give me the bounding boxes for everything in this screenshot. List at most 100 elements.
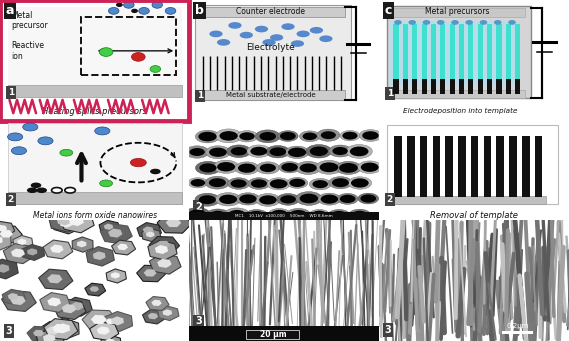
Circle shape <box>236 131 258 142</box>
Circle shape <box>11 147 27 155</box>
Circle shape <box>270 179 287 189</box>
Circle shape <box>394 20 402 25</box>
Text: 2: 2 <box>386 195 393 204</box>
Text: Removal of template: Removal of template <box>430 210 518 220</box>
Circle shape <box>239 194 257 204</box>
Ellipse shape <box>240 32 253 39</box>
Bar <box>7 123 182 204</box>
Circle shape <box>351 178 369 188</box>
Bar <box>450 24 455 79</box>
Circle shape <box>7 133 23 141</box>
Circle shape <box>320 162 339 172</box>
Bar <box>535 136 542 197</box>
Circle shape <box>248 178 270 189</box>
Ellipse shape <box>319 35 332 42</box>
Bar <box>394 136 402 197</box>
Circle shape <box>317 129 340 141</box>
Circle shape <box>303 133 317 140</box>
Bar <box>446 136 453 197</box>
Text: 1: 1 <box>7 88 14 97</box>
Ellipse shape <box>228 22 242 29</box>
Bar <box>386 6 531 98</box>
Text: Metal
precursor: Metal precursor <box>11 11 48 30</box>
Circle shape <box>329 177 352 189</box>
Circle shape <box>437 20 444 25</box>
Circle shape <box>271 210 288 219</box>
Text: Metal ions form oxide nanowires: Metal ions form oxide nanowires <box>32 210 157 220</box>
Bar <box>420 136 427 197</box>
Circle shape <box>195 130 220 143</box>
Text: MC1    10.1kV  x100,000    500nm    WD 8.6mm: MC1 10.1kV x100,000 500nm WD 8.6mm <box>236 214 333 218</box>
Circle shape <box>299 131 320 142</box>
Bar <box>487 79 492 94</box>
Circle shape <box>306 145 332 158</box>
Circle shape <box>300 163 317 173</box>
Circle shape <box>360 194 376 203</box>
Circle shape <box>188 210 207 219</box>
Text: b: b <box>195 4 204 17</box>
Circle shape <box>359 130 382 142</box>
Circle shape <box>199 163 217 173</box>
Circle shape <box>247 145 271 158</box>
Circle shape <box>189 148 205 156</box>
Circle shape <box>209 178 226 187</box>
Circle shape <box>340 131 360 141</box>
Ellipse shape <box>217 39 230 46</box>
Bar <box>496 24 501 79</box>
Circle shape <box>409 20 416 25</box>
Circle shape <box>259 195 277 205</box>
Circle shape <box>309 209 329 220</box>
Text: 3: 3 <box>6 326 13 336</box>
Circle shape <box>152 1 163 8</box>
Circle shape <box>277 194 299 205</box>
FancyBboxPatch shape <box>246 330 299 339</box>
Bar <box>431 79 436 94</box>
Circle shape <box>350 147 369 156</box>
Circle shape <box>287 177 308 188</box>
Circle shape <box>99 48 113 56</box>
Text: 1μm: 1μm <box>143 327 156 332</box>
Circle shape <box>209 148 227 157</box>
Circle shape <box>268 208 290 220</box>
Text: Reactive
ion: Reactive ion <box>11 41 44 61</box>
Bar <box>459 24 464 79</box>
Circle shape <box>226 145 251 158</box>
Bar <box>471 136 479 197</box>
Circle shape <box>289 179 306 187</box>
Circle shape <box>188 178 208 188</box>
Circle shape <box>100 180 113 187</box>
Circle shape <box>296 192 322 205</box>
Circle shape <box>228 178 250 189</box>
Bar <box>422 24 427 79</box>
Circle shape <box>230 179 246 188</box>
Circle shape <box>310 147 328 156</box>
Circle shape <box>224 208 250 221</box>
Circle shape <box>270 147 286 156</box>
Circle shape <box>250 147 267 155</box>
Circle shape <box>219 195 237 204</box>
Bar <box>422 79 427 94</box>
Bar <box>478 24 483 79</box>
Bar <box>496 79 501 94</box>
Circle shape <box>184 208 211 221</box>
Circle shape <box>245 209 268 222</box>
Bar <box>389 9 525 17</box>
Bar <box>502 331 533 334</box>
Bar <box>506 79 511 94</box>
Bar <box>389 90 525 98</box>
Circle shape <box>199 132 217 142</box>
Bar <box>484 136 491 197</box>
Circle shape <box>358 161 382 174</box>
Circle shape <box>280 132 296 140</box>
Circle shape <box>289 210 307 220</box>
Circle shape <box>260 164 276 172</box>
Circle shape <box>205 176 230 189</box>
Circle shape <box>281 163 298 172</box>
Bar <box>450 79 455 94</box>
Text: 20 μm: 20 μm <box>259 330 286 339</box>
Circle shape <box>279 162 300 173</box>
Circle shape <box>240 132 255 140</box>
Circle shape <box>52 188 62 193</box>
Bar <box>189 212 379 220</box>
Bar <box>487 24 492 79</box>
